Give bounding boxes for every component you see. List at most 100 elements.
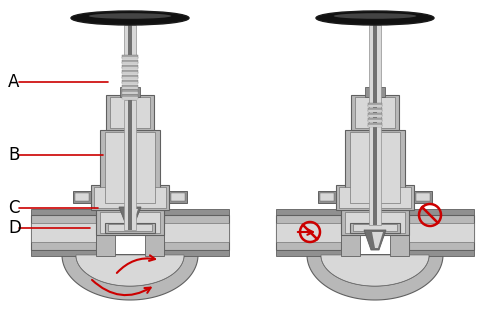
Bar	[355, 97, 395, 128]
Bar	[416, 193, 430, 201]
Bar	[31, 209, 96, 215]
Bar	[106, 95, 154, 130]
Polygon shape	[76, 255, 184, 286]
Bar	[368, 113, 382, 116]
Bar	[108, 224, 152, 231]
Bar	[122, 57, 138, 59]
Bar	[122, 65, 138, 68]
Ellipse shape	[88, 13, 172, 19]
Polygon shape	[364, 230, 386, 250]
Bar	[128, 25, 132, 55]
Bar	[75, 193, 89, 201]
Bar	[31, 215, 96, 250]
Bar	[276, 215, 341, 250]
Bar	[414, 191, 432, 203]
Bar	[122, 90, 138, 93]
Bar	[122, 72, 138, 74]
Bar	[409, 250, 474, 256]
Bar	[122, 82, 138, 84]
Bar	[94, 187, 166, 208]
Bar	[409, 223, 474, 242]
Text: D: D	[8, 219, 21, 237]
Bar	[122, 80, 138, 83]
Bar	[122, 77, 138, 79]
Bar	[110, 97, 150, 128]
Bar	[365, 87, 385, 97]
Bar	[409, 215, 474, 250]
Bar	[368, 115, 382, 117]
Bar	[122, 92, 138, 94]
Bar	[73, 191, 91, 203]
Bar	[100, 130, 160, 205]
Bar	[122, 87, 138, 89]
Bar	[390, 235, 409, 256]
Bar	[124, 100, 136, 230]
Polygon shape	[119, 207, 141, 225]
Bar	[345, 130, 405, 205]
Bar	[171, 193, 185, 201]
Bar	[122, 70, 138, 73]
Bar	[276, 223, 341, 242]
Bar	[368, 118, 382, 121]
Bar	[96, 210, 164, 235]
Ellipse shape	[71, 11, 189, 25]
Text: C: C	[8, 199, 20, 217]
Bar	[368, 108, 382, 111]
Text: B: B	[8, 146, 20, 164]
Bar	[122, 97, 138, 99]
Bar	[373, 25, 377, 225]
Bar	[164, 215, 229, 250]
Bar	[341, 235, 360, 256]
Bar	[91, 185, 169, 210]
Bar	[120, 87, 140, 97]
Bar	[341, 210, 409, 235]
Bar	[122, 67, 138, 69]
Bar	[145, 235, 164, 256]
Polygon shape	[307, 255, 443, 300]
Bar	[31, 250, 96, 256]
Bar	[320, 193, 334, 201]
Bar	[336, 185, 414, 210]
Bar	[318, 191, 336, 203]
Bar	[350, 223, 400, 233]
Text: A: A	[8, 73, 20, 91]
Bar	[353, 224, 397, 231]
Bar	[369, 25, 381, 225]
Bar	[351, 95, 399, 130]
Ellipse shape	[316, 11, 434, 25]
Bar	[122, 95, 138, 98]
Bar	[128, 100, 132, 230]
Bar	[31, 223, 96, 242]
Bar	[122, 55, 138, 58]
Bar	[339, 187, 411, 208]
Bar	[276, 209, 341, 215]
Bar	[96, 235, 115, 256]
Bar	[409, 209, 474, 215]
Polygon shape	[127, 209, 138, 223]
Bar	[350, 132, 400, 203]
Polygon shape	[372, 232, 383, 248]
Bar	[100, 212, 160, 233]
Bar	[345, 212, 405, 233]
Polygon shape	[62, 255, 198, 300]
Bar	[122, 85, 138, 88]
Bar	[105, 223, 155, 233]
Bar	[368, 120, 382, 122]
Bar	[122, 75, 138, 78]
Bar	[164, 250, 229, 256]
Bar	[124, 25, 136, 55]
Polygon shape	[321, 255, 429, 286]
Bar	[368, 123, 382, 126]
Bar	[105, 132, 155, 203]
Bar	[368, 125, 382, 127]
Bar	[169, 191, 187, 203]
Bar	[122, 60, 138, 63]
Bar	[276, 250, 341, 256]
Bar	[368, 110, 382, 112]
Bar	[368, 105, 382, 107]
Bar	[164, 223, 229, 242]
Bar	[164, 209, 229, 215]
Ellipse shape	[334, 13, 416, 19]
Bar	[122, 62, 138, 64]
Bar	[368, 103, 382, 106]
